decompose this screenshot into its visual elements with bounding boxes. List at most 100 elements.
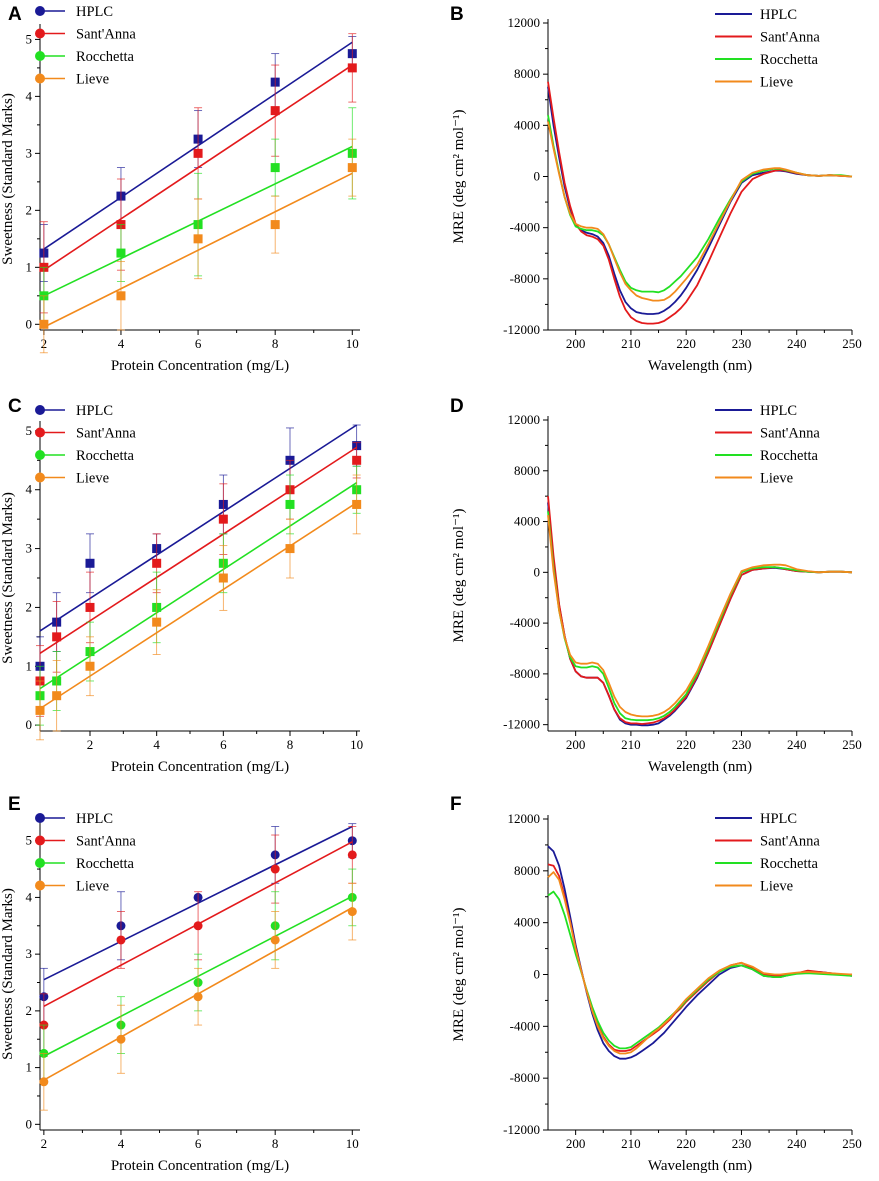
plot-area [39, 33, 357, 354]
y-tick-label: 8000 [514, 463, 540, 478]
panel-label: E [8, 794, 21, 815]
legend-item: Rocchetta [35, 448, 135, 464]
data-point [85, 602, 95, 612]
panel-e: E 2 4 6 8 10 0 1 2 3 4 5 Protein Concentration (mg/L… [0, 794, 360, 1174]
x-tick-label: 200 [566, 336, 586, 351]
data-point [347, 163, 357, 173]
x-axis-title: Protein Concentration (mg/L) [111, 358, 289, 374]
x-ticks: 200 210 220 230 240 250 [566, 330, 862, 351]
y-tick-label: 4000 [514, 915, 540, 930]
series-line-hplc [547, 845, 853, 1060]
y-tick-label: 8000 [514, 66, 540, 81]
series-line-lieve [547, 871, 853, 1055]
legend-label: Lieve [760, 75, 793, 91]
x-tick-label: 4 [153, 737, 160, 752]
data-point [193, 992, 203, 1002]
plot-area [547, 845, 853, 1060]
x-tick-label: 220 [676, 336, 696, 351]
x-tick-label: 4 [118, 336, 125, 351]
y-tick-label: 4000 [514, 514, 540, 529]
y-tick-label: 2 [26, 1003, 33, 1018]
legend-marker [35, 73, 45, 84]
data-point [193, 234, 203, 244]
x-ticks: 2 4 6 8 10 [87, 731, 363, 752]
data-point [270, 935, 280, 945]
series-lieve [35, 474, 362, 741]
panel-b: B 200 210 220 230 240 250 -12000 -8000 -4000 0 4000… [450, 4, 862, 374]
fit-line [39, 502, 358, 710]
legend-marker [35, 858, 45, 868]
data-point [39, 319, 49, 329]
x-tick-label: 230 [732, 737, 752, 752]
x-tick-label: 230 [732, 1136, 752, 1151]
data-point [85, 558, 95, 568]
y-axis-title: MRE (deg cm² mol⁻¹) [451, 110, 467, 244]
y-tick-label: 12000 [508, 412, 541, 427]
legend-label: Lieve [760, 879, 793, 895]
legend-item: Lieve [35, 72, 109, 88]
x-tick-label: 240 [787, 737, 807, 752]
legend-marker [35, 880, 45, 891]
y-tick-label: 3 [26, 145, 33, 160]
series-line-santanna [547, 496, 853, 725]
x-ticks: 2 4 6 8 10 [41, 330, 359, 351]
series-hplc [35, 424, 362, 697]
y-tick-label: 0 [534, 564, 541, 579]
legend-marker [35, 51, 45, 61]
panel-d: D 200 210 220 230 240 250 -12000 -8000 -4000 0 4000… [450, 396, 862, 775]
data-point [352, 499, 362, 509]
x-tick-label: 210 [621, 737, 641, 752]
data-point [347, 850, 357, 860]
x-tick-label: 240 [787, 1136, 807, 1151]
legend-label: Sant'Anna [76, 426, 136, 442]
legend: HPLC Sant'Anna Rocchetta Lieve [715, 811, 820, 895]
plot-area [35, 424, 362, 741]
y-tick-label: 8000 [514, 863, 540, 878]
y-ticks: 0 1 2 3 4 5 [26, 833, 40, 1131]
y-tick-label: 3 [26, 541, 33, 556]
y-tick-label: -12000 [503, 717, 540, 732]
x-tick-label: 250 [842, 737, 862, 752]
data-point [116, 248, 126, 258]
data-point [35, 705, 45, 715]
x-tick-label: 8 [272, 336, 279, 351]
panel-label: C [8, 396, 22, 417]
legend: HPLC Sant'Anna Rocchetta Lieve [35, 811, 136, 895]
data-point [285, 544, 295, 554]
x-tick-label: 220 [676, 737, 696, 752]
series-line-santanna [547, 81, 853, 325]
y-tick-label: 1 [26, 259, 33, 274]
series-line-santanna [547, 863, 852, 1052]
fit-line [39, 424, 358, 632]
legend-item: Lieve [35, 879, 109, 895]
legend-marker [35, 835, 45, 846]
data-point [270, 106, 280, 116]
x-tick-label: 230 [732, 336, 752, 351]
legend-label: Rocchetta [760, 52, 819, 68]
x-tick-label: 10 [346, 336, 359, 351]
legend-label: Rocchetta [760, 856, 819, 872]
y-axis-title: MRE (deg cm² mol⁻¹) [451, 908, 467, 1042]
legend-item: Sant'Anna [35, 834, 136, 850]
x-axis-title: Wavelength (nm) [648, 759, 752, 775]
plot-area [547, 81, 853, 325]
y-tick-label: 4000 [514, 117, 540, 132]
x-tick-label: 2 [41, 1136, 48, 1151]
x-tick-label: 4 [118, 1136, 125, 1151]
legend-item: Lieve [35, 471, 109, 487]
data-point [270, 163, 280, 173]
data-point [352, 455, 362, 465]
legend-item: Rocchetta [715, 856, 819, 872]
panel-label: A [8, 4, 22, 25]
series-lieve [39, 882, 357, 1111]
y-tick-label: 5 [26, 833, 33, 848]
y-axis-title: MRE (deg cm² mol⁻¹) [451, 509, 467, 643]
series-line-lieve [547, 515, 853, 718]
legend-label: HPLC [76, 4, 113, 20]
x-tick-label: 8 [272, 1136, 279, 1151]
y-tick-label: -8000 [510, 1070, 540, 1085]
y-tick-label: -8000 [510, 666, 540, 681]
y-tick-label: 0 [534, 169, 541, 184]
y-tick-label: 12000 [508, 15, 541, 30]
